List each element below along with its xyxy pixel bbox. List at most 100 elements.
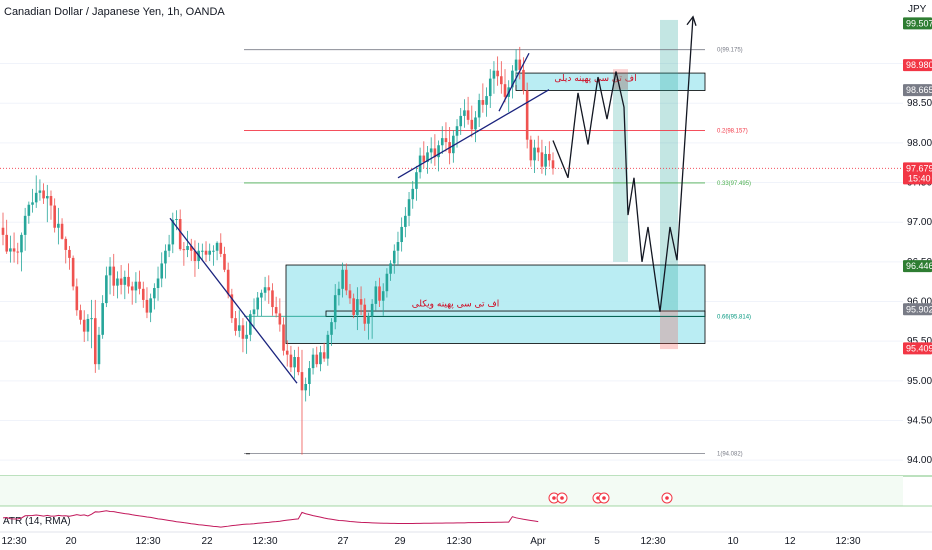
atr-indicator-label[interactable]: ATR (14, RMA)	[3, 516, 71, 527]
price-badge	[903, 303, 932, 316]
candle-body	[71, 257, 75, 287]
time-axis[interactable]: 12:30 20 12:30 22 12:30 27 29 12:30 Apr 5 12:30 10 1…	[1, 536, 860, 547]
candle-body	[182, 249, 186, 251]
weekly-zone	[285, 264, 706, 344]
zones-layer: اف تی سی پهینه دیلی اف تی سی پهینه ویکلی	[285, 19, 706, 350]
time-tick: 20	[65, 536, 77, 547]
price-badge-label: 97.679	[906, 163, 932, 173]
candle-body	[167, 244, 171, 251]
candle-body	[267, 287, 271, 291]
time-tick: 27	[337, 536, 349, 547]
candle-body	[422, 155, 426, 162]
time-tick: 10	[727, 536, 739, 547]
zone-label: اف تی سی پهینه دیلی	[554, 74, 636, 84]
candle-body	[208, 250, 212, 255]
candle-body	[60, 223, 64, 239]
candle-body	[130, 286, 134, 291]
candle-body	[193, 250, 197, 262]
candle-body	[20, 234, 23, 253]
time-tick: 5	[594, 536, 600, 547]
candle-body	[337, 288, 341, 296]
candle-body	[241, 325, 245, 339]
time-tick: 12	[784, 536, 796, 547]
price-tick: 95.000	[907, 376, 932, 387]
price-badge-label: 99.507	[906, 18, 932, 28]
projection-path	[552, 16, 694, 312]
candle-body	[308, 368, 311, 384]
candle-body	[433, 148, 437, 158]
candle-body	[492, 70, 496, 79]
candle-body	[474, 117, 477, 130]
candle-body	[540, 152, 544, 167]
candle-body	[455, 126, 459, 136]
price-tick: 97.000	[907, 217, 932, 228]
candle-body	[23, 215, 27, 235]
candle-body	[297, 357, 300, 373]
candle-body	[311, 354, 315, 369]
candle-body	[31, 202, 34, 205]
candle-body	[470, 119, 474, 130]
drawings-layer	[169, 15, 697, 455]
candle-body	[518, 59, 522, 70]
candle-body	[396, 242, 400, 251]
candle-body	[153, 288, 156, 299]
price-badge-label: 95.409	[906, 343, 932, 353]
candle-body	[363, 304, 367, 324]
candle-body	[285, 350, 289, 355]
price-tick: 94.500	[907, 415, 932, 426]
stop-zone	[660, 310, 678, 350]
candle-body	[356, 299, 359, 315]
candle-body	[418, 155, 422, 173]
candle-body	[141, 288, 145, 300]
candle-body	[326, 334, 330, 359]
candles-layer	[1, 46, 555, 455]
candle-body	[138, 281, 141, 289]
event-dot	[560, 496, 564, 500]
candle-body	[112, 266, 116, 286]
candle-body	[27, 204, 31, 216]
trend-line	[169, 217, 298, 384]
candle-body	[481, 100, 485, 105]
candle-body	[149, 298, 152, 313]
zone-label: اف تی سی پهینه ویکلی	[412, 299, 500, 309]
candle-body	[256, 297, 259, 310]
candle-body	[551, 160, 555, 169]
candle-body	[105, 275, 108, 304]
candle-body	[496, 70, 499, 77]
candle-body	[374, 286, 378, 304]
trend-line	[498, 52, 530, 112]
price-badge	[903, 162, 932, 185]
candle-body	[352, 298, 355, 315]
price-tick: 95.500	[907, 336, 932, 347]
candle-body	[315, 354, 319, 365]
candle-body	[219, 242, 223, 254]
candle-body	[75, 286, 79, 311]
candle-body	[407, 199, 411, 216]
candle-body	[392, 250, 396, 264]
event-dot	[602, 496, 606, 500]
candle-body	[488, 78, 492, 97]
candle-body	[429, 148, 433, 153]
candle-body	[127, 276, 130, 287]
candle-body	[304, 383, 307, 391]
grid	[0, 63, 903, 461]
price-badge	[903, 342, 932, 355]
candle-body	[533, 147, 536, 161]
candle-body	[134, 281, 138, 291]
candle-body	[90, 318, 93, 320]
candle-body	[230, 294, 234, 319]
candle-body	[500, 76, 503, 85]
candle-body	[1, 227, 5, 235]
chart-title: Canadian Dollar / Japanese Yen, 1h, OAND…	[4, 6, 225, 18]
candle-body	[503, 84, 507, 97]
candle-body	[344, 269, 348, 291]
fib-label: 0.2(98.157)	[717, 128, 748, 134]
candle-body	[330, 322, 333, 335]
candle-body	[42, 190, 45, 199]
fib-levels: 0(99.175) 0.2(98.157) 0.33(97.495) 0.66(95.…	[0, 48, 903, 458]
time-tick: Apr	[530, 536, 546, 547]
candle-body	[440, 138, 444, 146]
candle-body	[263, 287, 267, 293]
candle-body	[271, 290, 274, 308]
